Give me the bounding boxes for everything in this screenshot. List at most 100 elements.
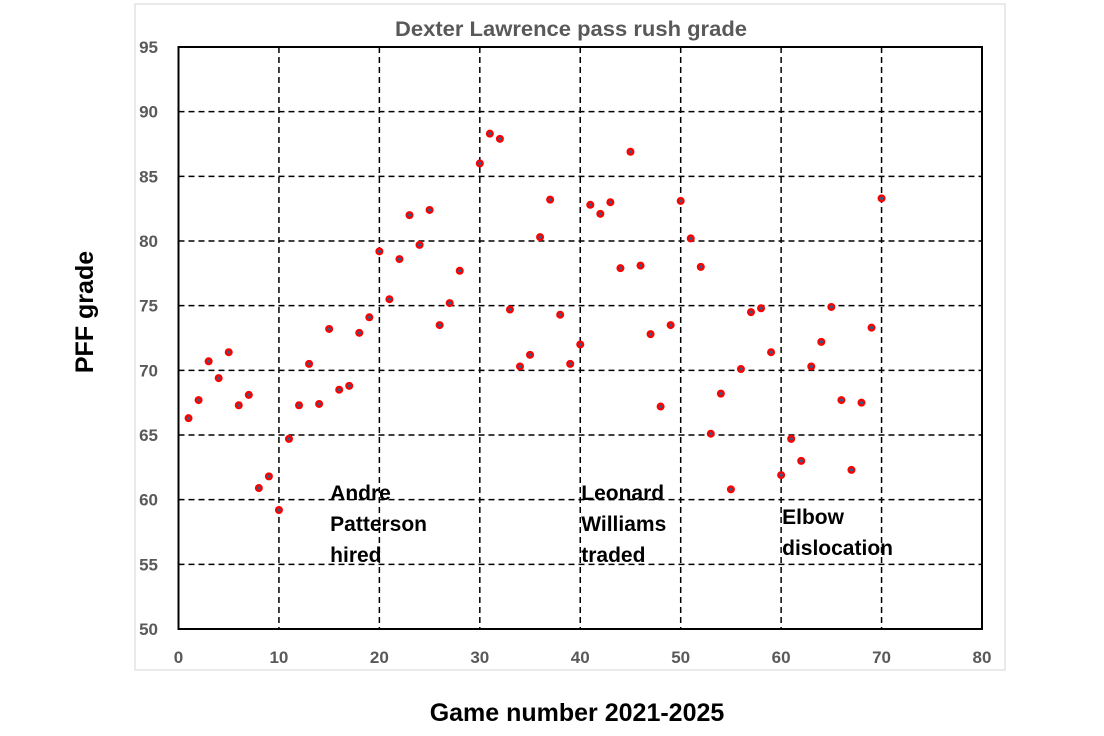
data-point-center <box>438 323 442 327</box>
gridlines <box>178 47 982 629</box>
data-point-center <box>287 437 291 441</box>
annotation-text: Patterson <box>330 513 427 536</box>
data-point-center <box>769 350 773 354</box>
data-point-center <box>317 402 321 406</box>
data-point-center <box>488 132 492 136</box>
x-tick-label: 30 <box>470 648 489 667</box>
data-point-center <box>377 249 381 253</box>
data-point-center <box>448 301 452 305</box>
x-tick-label: 40 <box>571 648 590 667</box>
y-tick-label: 50 <box>139 620 158 639</box>
data-point-center <box>819 340 823 344</box>
data-point-center <box>548 198 552 202</box>
data-point-center <box>518 364 522 369</box>
y-axis-ticks: 50 55 60 65 70 75 80 85 90 95 <box>139 38 158 639</box>
data-point-center <box>849 468 854 472</box>
data-point-center <box>337 388 341 392</box>
data-point-center <box>598 212 602 216</box>
data-point-center <box>588 203 592 207</box>
x-axis-ticks: 0 10 20 30 40 50 60 70 80 <box>174 648 992 667</box>
data-point-center <box>699 265 703 269</box>
data-point-center <box>648 332 653 336</box>
data-point-center <box>689 236 693 241</box>
data-point-center <box>669 323 673 327</box>
data-point-center <box>719 392 723 396</box>
data-point-center <box>859 401 864 405</box>
data-point-center <box>217 376 221 380</box>
x-tick-label: 10 <box>269 648 288 667</box>
x-tick-label: 20 <box>370 648 389 667</box>
chart-title: Dexter Lawrence pass rush grade <box>395 18 747 41</box>
data-point-center <box>347 384 351 388</box>
x-tick-label: 50 <box>671 648 690 667</box>
y-tick-label: 85 <box>139 167 158 186</box>
data-point-center <box>528 353 532 357</box>
y-tick-label: 55 <box>139 555 158 574</box>
data-point-center <box>839 398 843 402</box>
annotation-text: Williams <box>581 513 666 536</box>
y-tick-label: 80 <box>139 232 158 251</box>
annotation-text: traded <box>581 544 645 567</box>
data-point-center <box>257 486 261 490</box>
data-point-center <box>357 331 361 335</box>
data-point-center <box>869 326 874 330</box>
data-point-center <box>417 243 422 247</box>
data-point-center <box>709 432 713 436</box>
data-point-center <box>277 508 281 512</box>
y-tick-label: 60 <box>139 491 158 510</box>
annotation-text: Leonard <box>581 482 664 505</box>
chart-area-border <box>134 3 1006 671</box>
data-point-center <box>508 307 512 312</box>
data-point-center <box>568 362 572 366</box>
data-point-center <box>227 350 231 354</box>
x-tick-label: 0 <box>174 648 183 667</box>
data-point-center <box>498 137 502 141</box>
data-point-center <box>427 208 432 212</box>
data-point-center <box>789 437 793 441</box>
data-point-center <box>659 404 663 409</box>
data-point-center <box>799 459 803 463</box>
data-point-center <box>608 200 612 204</box>
annotation-text: dislocation <box>782 537 893 560</box>
data-point-center <box>829 305 833 309</box>
data-point-center <box>327 327 331 331</box>
data-point-center <box>247 393 251 397</box>
data-point-center <box>779 473 783 477</box>
data-point-center <box>679 199 683 203</box>
y-axis-label: PFF grade <box>71 251 99 373</box>
data-point-center <box>387 297 392 301</box>
plot-border <box>177 46 983 630</box>
data-point-center <box>759 306 763 310</box>
annotations: Andre Patterson hired Leonard Williams traded… <box>330 482 893 567</box>
data-point-center <box>809 364 813 369</box>
data-point-center <box>638 263 643 268</box>
data-point-center <box>196 398 201 402</box>
data-point-center <box>739 367 743 371</box>
x-tick-label: 60 <box>772 648 791 667</box>
data-point-center <box>458 269 462 273</box>
y-tick-label: 90 <box>139 103 158 122</box>
data-point-center <box>307 362 311 366</box>
annotation-text: Andre <box>330 482 391 505</box>
data-point-center <box>367 315 371 319</box>
data-point-center <box>186 416 191 420</box>
data-point-center <box>267 474 271 478</box>
data-point-center <box>478 161 482 165</box>
data-point-center <box>407 213 412 217</box>
data-point-center <box>297 403 301 407</box>
y-tick-label: 75 <box>139 297 158 316</box>
data-point-center <box>397 257 402 261</box>
data-point-center <box>578 342 582 347</box>
x-tick-label: 70 <box>872 648 891 667</box>
data-point-center <box>618 266 623 270</box>
data-point-center <box>207 359 211 363</box>
data-point-center <box>237 403 241 407</box>
data-point-center <box>628 150 633 154</box>
annotation-text: hired <box>330 544 381 567</box>
data-point-center <box>879 196 884 200</box>
x-axis-label: Game number 2021-2025 <box>430 699 725 727</box>
y-tick-label: 65 <box>139 426 158 445</box>
data-point-center <box>538 235 542 239</box>
annotation-text: Elbow <box>782 506 844 529</box>
